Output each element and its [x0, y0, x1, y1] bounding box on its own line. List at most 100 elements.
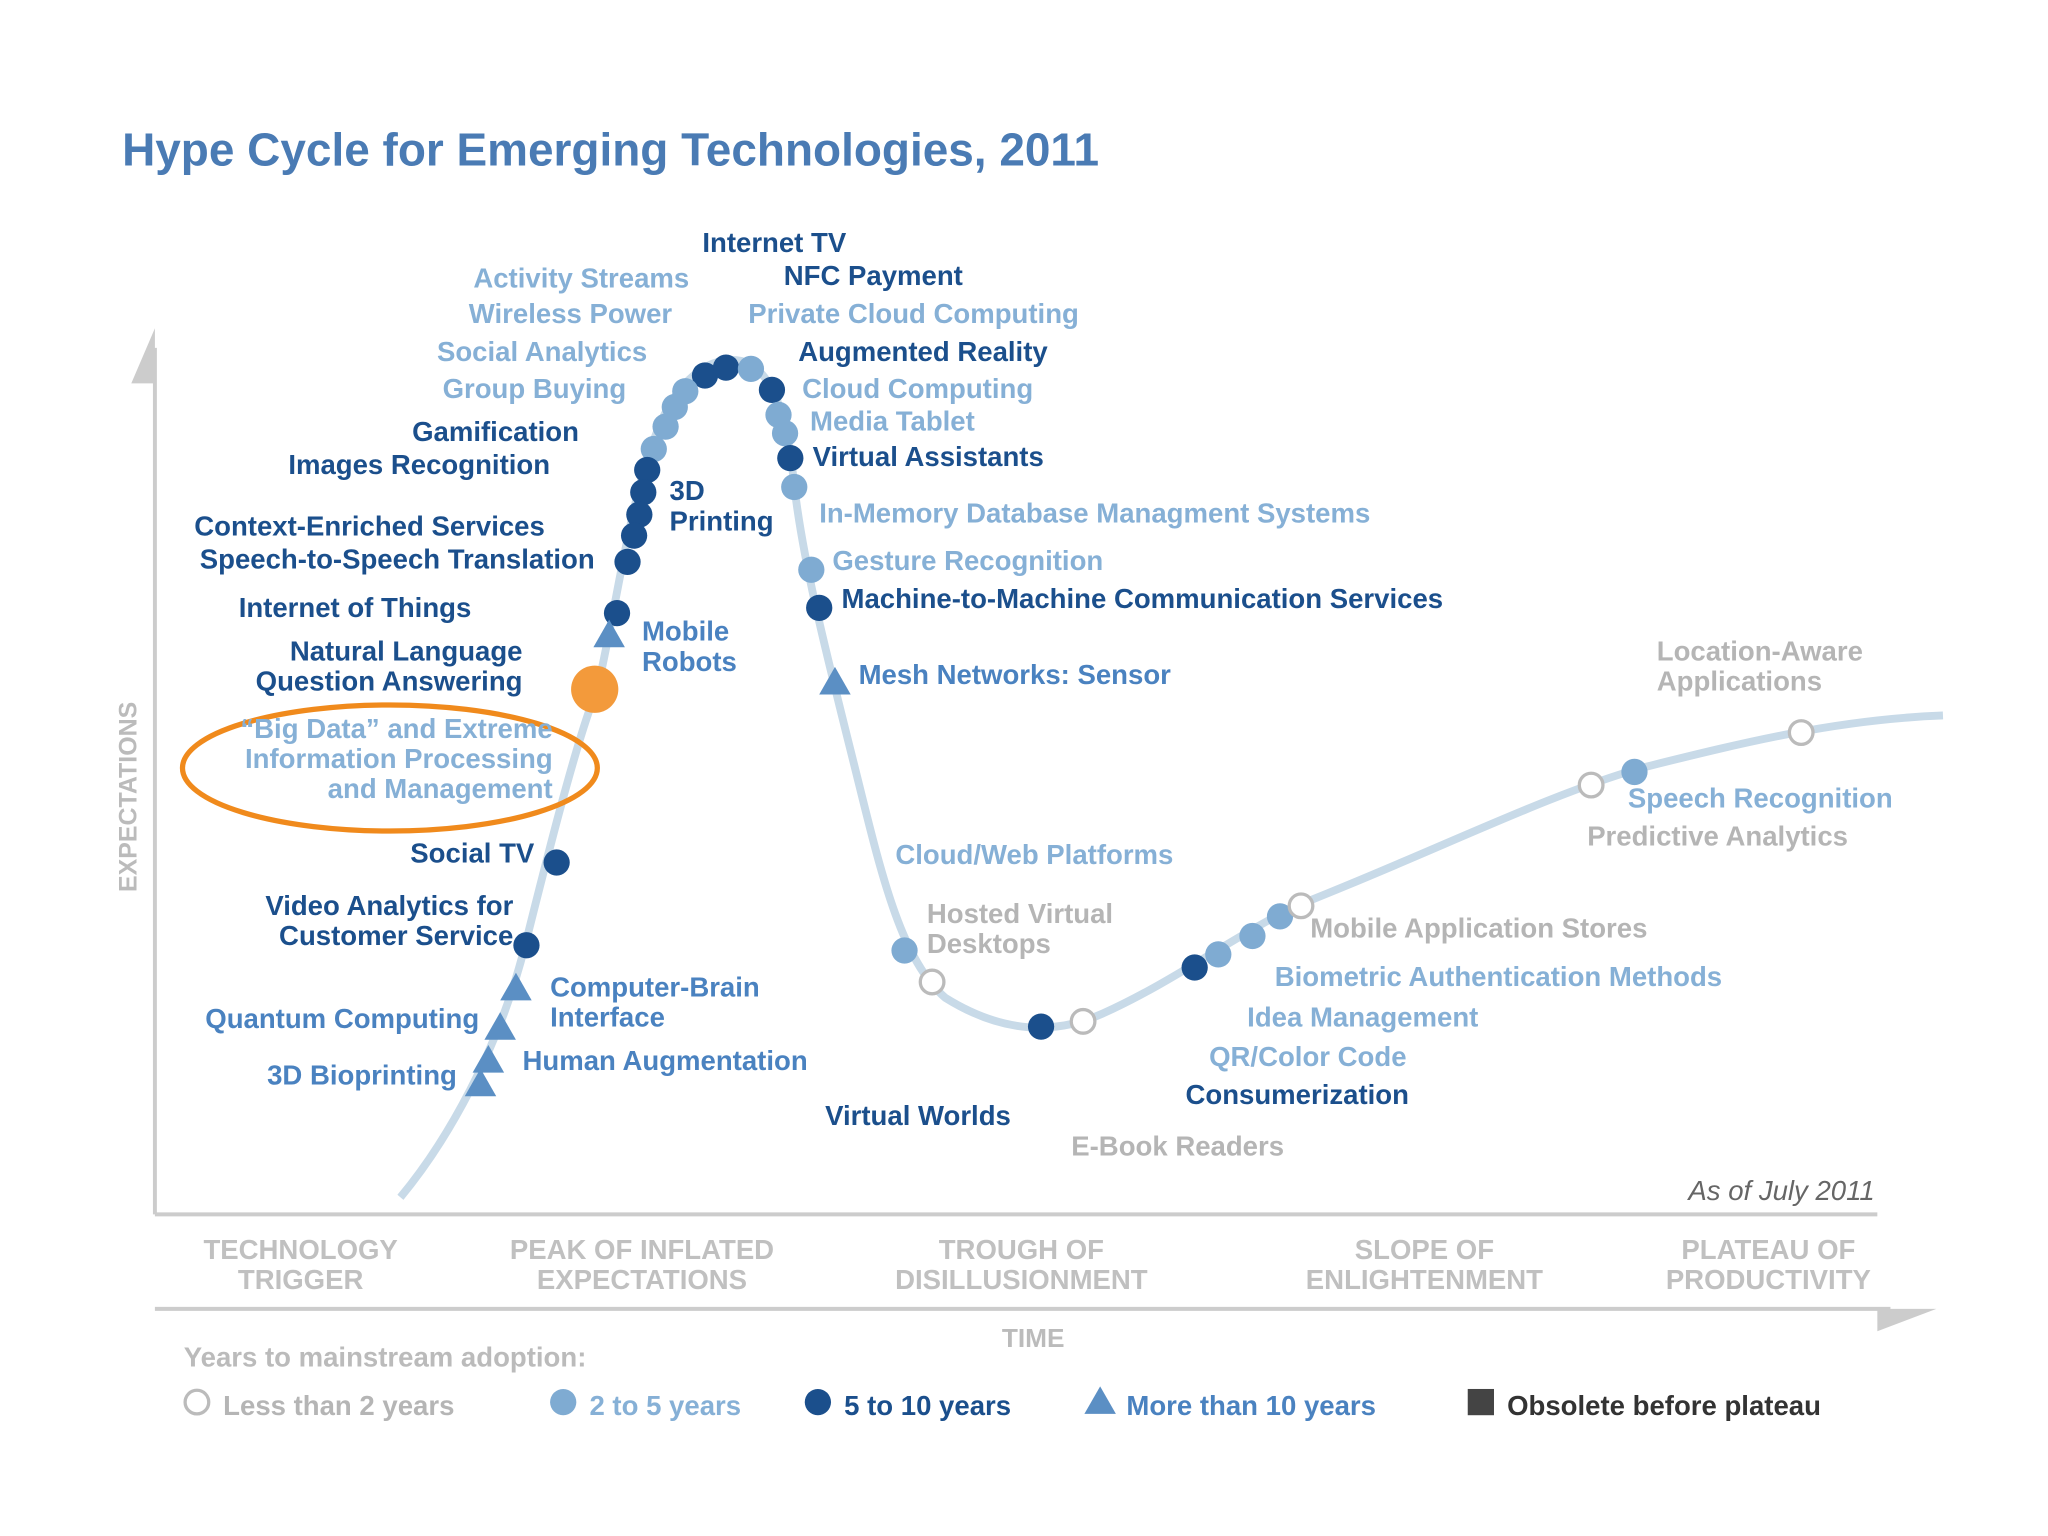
marker-triangle	[593, 619, 625, 648]
tech-label: Computer-Brain	[550, 971, 760, 1002]
tech-label: Mobile	[642, 616, 729, 647]
marker-dot	[652, 413, 679, 440]
tech-label: Group Buying	[443, 373, 627, 404]
marker-dot	[626, 501, 653, 528]
tech-label: Question Answering	[256, 666, 523, 697]
highlight-dot	[571, 665, 619, 713]
tech-label: Consumerization	[1185, 1079, 1408, 1110]
marker-dot	[806, 594, 833, 621]
tech-label: Gamification	[412, 416, 579, 447]
marker-hollow	[1577, 771, 1605, 799]
marker-dot	[737, 355, 765, 383]
x-axis-label: TIME	[1002, 1323, 1065, 1353]
legend-label: Less than 2 years	[223, 1390, 454, 1421]
tech-label: Media Tablet	[810, 406, 975, 437]
marker-triangle	[1084, 1386, 1116, 1414]
marker-dot	[550, 1388, 577, 1416]
tech-label: Robots	[642, 646, 737, 677]
phase-label: TECHNOLOGY	[203, 1234, 397, 1265]
legend-label: 2 to 5 years	[589, 1390, 741, 1421]
marker-dot	[640, 435, 667, 463]
marker-dot	[620, 522, 648, 549]
legend-label: More than 10 years	[1126, 1390, 1376, 1421]
tech-label: Quantum Computing	[205, 1003, 479, 1034]
tech-label: Virtual Assistants	[813, 441, 1044, 472]
tech-label: and Management	[328, 773, 553, 804]
phase-label: TRIGGER	[238, 1264, 364, 1295]
tech-label: Mobile Application Stores	[1310, 912, 1647, 943]
tech-label: Biometric Authentication Methods	[1275, 961, 1722, 992]
marker-dot	[804, 1388, 832, 1416]
legend-title: Years to mainstream adoption:	[184, 1342, 587, 1373]
tech-label: Human Augmentation	[523, 1045, 808, 1076]
tech-label: Private Cloud Computing	[748, 298, 1079, 329]
phase-label: PEAK OF INFLATED	[510, 1234, 774, 1265]
tech-label: Speech Recognition	[1628, 782, 1893, 813]
tech-label: Virtual Worlds	[825, 1100, 1011, 1131]
tech-label: Social TV	[410, 838, 535, 869]
tech-label: Internet TV	[702, 227, 846, 258]
phase-label: ENLIGHTENMENT	[1306, 1264, 1543, 1295]
marker-dot	[1027, 1013, 1055, 1040]
tech-label: Gesture Recognition	[832, 545, 1103, 576]
tech-label: In-Memory Database Managment Systems	[819, 498, 1370, 529]
note: As of July 2011	[1686, 1175, 1874, 1206]
phase-label: DISILLUSIONMENT	[895, 1264, 1148, 1295]
tech-label: Location-Aware	[1657, 635, 1863, 666]
phase-label: SLOPE OF	[1355, 1234, 1494, 1265]
marker-triangle	[484, 1012, 516, 1040]
tech-label: Applications	[1657, 666, 1822, 697]
marker-triangle	[472, 1045, 505, 1073]
marker-dot	[603, 599, 631, 627]
marker-hollow	[918, 968, 946, 996]
tech-label: Idea Management	[1247, 1002, 1478, 1033]
tech-label: Cloud/Web Platforms	[895, 839, 1173, 870]
tech-label: Cloud Computing	[802, 373, 1033, 404]
marker-dot	[691, 362, 719, 389]
marker-dot	[1205, 941, 1232, 968]
marker-triangle	[464, 1068, 497, 1097]
highlight-ellipse	[179, 702, 600, 834]
marker-triangle	[500, 972, 532, 1001]
tech-label: Internet of Things	[239, 592, 472, 623]
tech-label: Images Recognition	[288, 449, 550, 480]
tech-label: Wireless Power	[469, 298, 673, 329]
tech-label: Printing	[670, 505, 774, 536]
tech-label: Context-Enriched Services	[194, 511, 545, 542]
tech-label: Mesh Networks: Sensor	[859, 659, 1172, 690]
legend-label: 5 to 10 years	[844, 1390, 1011, 1421]
tech-label: 3D	[670, 475, 705, 506]
phase-label: PLATEAU OF	[1681, 1234, 1855, 1265]
marker-dot	[798, 556, 825, 583]
marker-dot	[513, 932, 540, 959]
marker-dot	[781, 473, 808, 501]
legend-label: Obsolete before plateau	[1507, 1390, 1821, 1421]
marker-dot	[1181, 954, 1208, 981]
marker-hollow	[183, 1388, 211, 1416]
tech-label: Interface	[550, 1002, 665, 1033]
marker-dot	[1266, 903, 1294, 930]
marker-dot	[771, 420, 799, 447]
marker-dot	[891, 937, 918, 964]
tech-label: Speech-to-Speech Translation	[200, 543, 595, 574]
y-axis-label: EXPECTATIONS	[115, 702, 143, 892]
tech-label: Social Analytics	[437, 336, 647, 367]
tech-label: Desktops	[927, 928, 1051, 959]
tech-label: Hosted Virtual	[927, 898, 1113, 929]
tech-label: “Big Data” and Extreme	[240, 713, 552, 744]
tech-label: Predictive Analytics	[1587, 820, 1848, 851]
title: Hype Cycle for Emerging Technologies, 20…	[122, 123, 1099, 175]
marker-hollow	[1069, 1007, 1097, 1035]
tech-label: 3D Bioprinting	[267, 1059, 457, 1090]
marker-dot	[614, 548, 641, 576]
marker-dot	[634, 456, 661, 484]
marker-dot	[661, 393, 688, 421]
marker-hollow	[1287, 892, 1315, 920]
tech-label: Activity Streams	[473, 263, 689, 294]
phase-label: TROUGH OF	[939, 1234, 1104, 1265]
tech-label: Machine-to-Machine Communication Service…	[842, 583, 1444, 614]
tech-label: QR/Color Code	[1209, 1041, 1406, 1072]
tech-label: Video Analytics for	[265, 890, 513, 921]
